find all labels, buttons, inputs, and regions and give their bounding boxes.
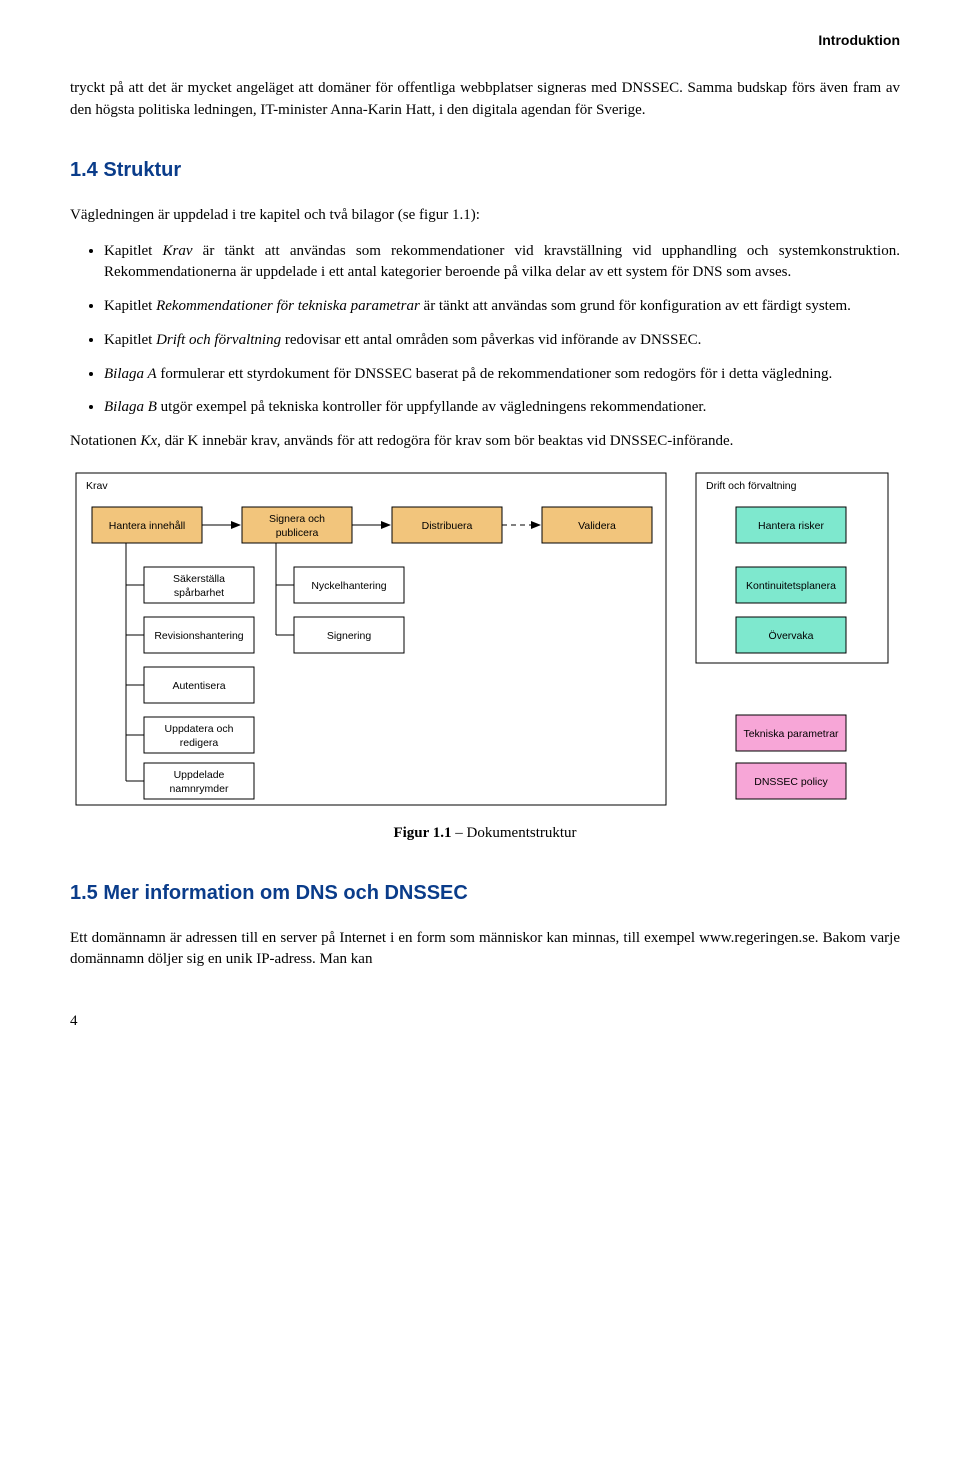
svg-text:Kontinuitetsplanera: Kontinuitetsplanera — [746, 580, 836, 592]
sec-1-4-notation: Notationen Kx, där K innebär krav, använ… — [70, 431, 900, 453]
figure-caption-rest: – Dokumentstruktur — [452, 825, 577, 841]
svg-text:Signera och: Signera och — [269, 513, 325, 525]
svg-text:Uppdatera och: Uppdatera och — [165, 723, 234, 735]
heading-1-5: 1.5 Mer information om DNS och DNSSEC — [70, 879, 900, 908]
list-item: Bilaga B utgör exempel på tekniska kontr… — [104, 397, 900, 419]
page-header-section: Introduktion — [70, 30, 900, 50]
svg-text:Drift och förvaltning: Drift och förvaltning — [706, 480, 797, 492]
svg-text:Autentisera: Autentisera — [172, 680, 225, 692]
svg-text:DNSSEC policy: DNSSEC policy — [754, 776, 828, 788]
svg-text:Säkerställa: Säkerställa — [173, 573, 225, 585]
svg-text:Övervaka: Övervaka — [769, 630, 814, 642]
svg-text:namnrymder: namnrymder — [170, 783, 229, 795]
heading-1-4: 1.4 Struktur — [70, 156, 900, 185]
svg-text:Signering: Signering — [327, 630, 372, 642]
figure-caption-bold: Figur 1.1 — [393, 825, 451, 841]
svg-text:spårbarhet: spårbarhet — [174, 587, 224, 599]
svg-text:Distribuera: Distribuera — [422, 520, 473, 532]
svg-text:Hantera risker: Hantera risker — [758, 520, 824, 532]
svg-text:Tekniska parametrar: Tekniska parametrar — [743, 728, 839, 740]
list-item: Kapitlet Krav är tänkt att användas som … — [104, 241, 900, 285]
page-number: 4 — [70, 1011, 900, 1033]
list-item: Kapitlet Drift och förvaltning redovisar… — [104, 330, 900, 352]
svg-text:Uppdelade: Uppdelade — [174, 769, 225, 781]
figure-1-1-diagram: Krav Drift och förvaltning Hantera innehål… — [70, 467, 900, 813]
sec-1-5-para: Ett domännamn är adressen till en server… — [70, 928, 900, 972]
figure-1-1-caption: Figur 1.1 – Dokumentstruktur — [70, 823, 900, 845]
svg-text:Hantera innehåll: Hantera innehåll — [109, 520, 185, 532]
list-item: Bilaga A formulerar ett styrdokument för… — [104, 364, 900, 386]
svg-text:Krav: Krav — [86, 480, 108, 492]
svg-text:Validera: Validera — [578, 520, 616, 532]
sec-1-4-lead: Vägledningen är uppdelad i tre kapitel o… — [70, 205, 900, 227]
list-item: Kapitlet Rekommendationer för tekniska p… — [104, 296, 900, 318]
intro-paragraph: tryckt på att det är mycket angeläget at… — [70, 78, 900, 122]
svg-text:Nyckelhantering: Nyckelhantering — [311, 580, 386, 592]
svg-text:publicera: publicera — [276, 527, 319, 539]
svg-text:redigera: redigera — [180, 737, 219, 749]
svg-text:Revisionshantering: Revisionshantering — [154, 630, 243, 642]
sec-1-4-bullet-list: Kapitlet Krav är tänkt att användas som … — [70, 241, 900, 420]
